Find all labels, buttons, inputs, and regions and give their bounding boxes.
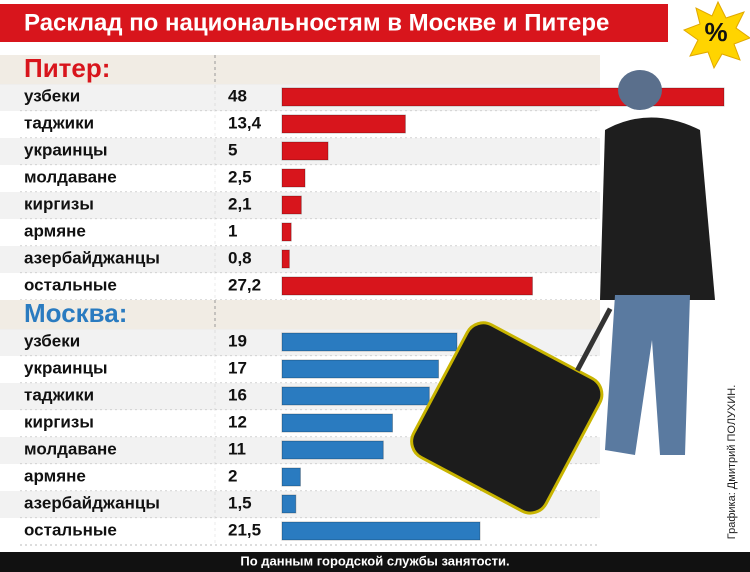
title-bar xyxy=(0,4,668,42)
bar xyxy=(281,521,481,541)
category-label: киргизы xyxy=(24,194,94,213)
value-label: 1,5 xyxy=(228,493,252,512)
jeans xyxy=(605,295,690,455)
category-label: армяне xyxy=(24,221,86,240)
section-header-bg xyxy=(0,300,600,330)
badge: % xyxy=(704,17,727,47)
bar xyxy=(281,114,406,134)
hat xyxy=(618,70,662,110)
bar xyxy=(281,386,430,406)
value-label: 13,4 xyxy=(228,113,262,132)
category-label: остальные xyxy=(24,520,117,539)
bar xyxy=(281,141,329,161)
category-label: узбеки xyxy=(24,86,80,105)
category-label: киргизы xyxy=(24,412,94,431)
bar xyxy=(281,332,458,352)
value-label: 27,2 xyxy=(228,275,261,294)
value-label: 2,5 xyxy=(228,167,252,186)
category-label: украинцы xyxy=(24,140,108,159)
suitcase xyxy=(410,321,604,515)
bar xyxy=(281,168,306,188)
value-label: 1 xyxy=(228,221,237,240)
value-label: 2,1 xyxy=(228,194,252,213)
footer: По данным городской службы занятости. xyxy=(240,553,509,568)
bar xyxy=(281,440,384,460)
value-label: 16 xyxy=(228,385,247,404)
section-title: Питер: xyxy=(24,53,110,83)
value-label: 2 xyxy=(228,466,237,485)
bar xyxy=(281,413,393,433)
category-label: азербайджанцы xyxy=(24,493,160,512)
category-label: молдаване xyxy=(24,439,117,458)
bar xyxy=(281,467,301,487)
section-header-bg xyxy=(0,55,600,85)
category-label: украинцы xyxy=(24,358,108,377)
bar xyxy=(281,359,440,379)
value-label: 11 xyxy=(228,439,246,458)
bar xyxy=(281,249,290,269)
category-label: молдаване xyxy=(24,167,117,186)
category-label: таджики xyxy=(24,385,94,404)
value-label: 0,8 xyxy=(228,248,252,267)
value-label: 5 xyxy=(228,140,237,159)
illustration xyxy=(410,70,715,515)
value-label: 48 xyxy=(228,86,247,105)
bar xyxy=(281,222,292,242)
credit: Графика: Дмитрий ПОЛУХИН. xyxy=(726,385,738,540)
handle xyxy=(575,307,613,372)
section-title: Москва: xyxy=(24,298,127,328)
category-label: узбеки xyxy=(24,331,80,350)
bar xyxy=(281,195,302,215)
value-label: 17 xyxy=(228,358,247,377)
value-label: 19 xyxy=(228,331,247,350)
row-bg xyxy=(0,246,600,273)
category-label: азербайджанцы xyxy=(24,248,160,267)
title: Расклад по национальностям в Москве и Пи… xyxy=(24,9,609,36)
value-label: 21,5 xyxy=(228,520,261,539)
category-label: таджики xyxy=(24,113,94,132)
badge-star xyxy=(682,0,750,70)
category-label: армяне xyxy=(24,466,86,485)
category-label: остальные xyxy=(24,275,117,294)
value-label: 12 xyxy=(228,412,247,431)
row-bg xyxy=(0,219,600,246)
bar xyxy=(281,494,297,514)
footer-bar xyxy=(0,552,750,572)
jacket xyxy=(600,117,715,300)
bar xyxy=(281,87,725,107)
bar xyxy=(281,276,533,296)
